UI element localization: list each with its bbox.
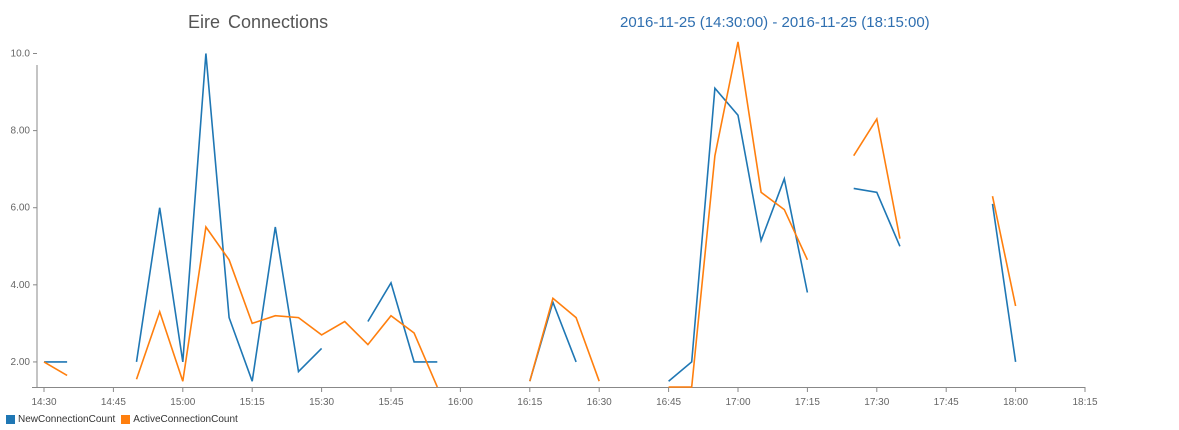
series-active-connection-line [529,296,600,382]
legend-item-active-connection[interactable]: ActiveConnectionCount [121,414,238,425]
x-tick-label: 15:45 [378,397,403,408]
series-new-connection-line [853,187,901,247]
legend-swatch-active [121,415,131,424]
x-tick-label: 16:30 [587,397,612,408]
x-tick-label: 14:45 [101,397,126,408]
x-tick-label: 17:15 [795,397,820,408]
y-tick-label: 2.00 [11,357,31,368]
x-tick-label: 16:45 [656,397,681,408]
series-new-connection-line [135,53,323,382]
y-tick-label: 8.00 [11,126,31,137]
chart-title: Eire Connections [188,12,329,32]
series-new-connection-line [529,299,577,382]
series-active-connection-line [853,116,901,239]
x-tick-label: 15:00 [170,397,195,408]
legend-swatch-new [6,415,15,424]
x-tick-label: 14:30 [31,397,56,408]
legend-label-new: NewConnectionCount [18,414,116,425]
x-tick-label: 17:00 [725,397,750,408]
x-tick-label: 16:15 [517,397,542,408]
series-active-connection-line [668,41,809,388]
x-tick-label: 15:15 [240,397,265,408]
series-active-connection-line [135,224,439,388]
x-tick-label: 16:00 [448,397,473,408]
legend-label-active: ActiveConnectionCount [133,414,238,425]
series-new-connection-line [367,280,438,363]
x-tick-label: 15:30 [309,397,334,408]
legend: NewConnectionCount ActiveConnectionCount [6,414,244,425]
x-tick-label: 18:15 [1072,397,1097,408]
legend-item-new-connection[interactable]: NewConnectionCount [6,414,115,425]
series-new-connection-line [991,203,1017,363]
y-tick-label: 10.0 [11,48,31,59]
y-tick-label: 6.00 [11,203,31,214]
x-tick-label: 17:45 [934,397,959,408]
x-tick-label: 17:30 [864,397,889,408]
y-tick-label: 4.00 [11,280,31,291]
series-active-connection-line [991,196,1017,307]
series-new-connection-line [668,86,809,382]
series-active-connection-line [43,361,68,377]
x-tick-label: 18:00 [1003,397,1028,408]
time-range: 2016-11-25 (14:30:00) - 2016-11-25 (18:1… [620,14,930,31]
